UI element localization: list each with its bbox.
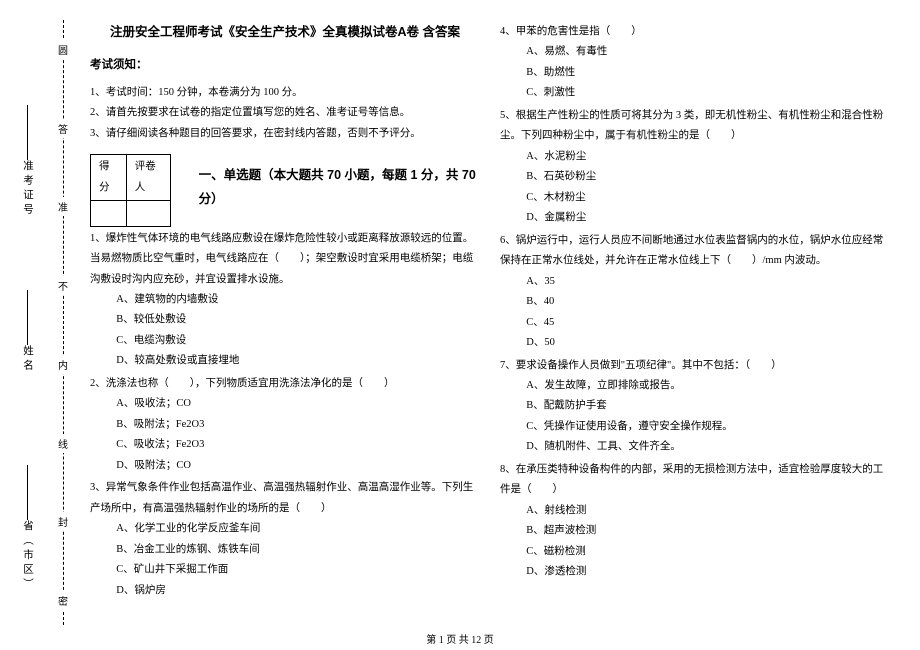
question-options: A、35 B、40 C、45 D、50 bbox=[500, 272, 890, 354]
question-6: 6、锅炉运行中，运行人员应不间断地通过水位表监督锅内的水位，锅炉水位应经常保持在… bbox=[500, 231, 890, 354]
marker-label: 评卷人 bbox=[126, 155, 170, 201]
column-left: 注册安全工程师考试《安全生产技术》全真模拟试卷A卷 含答案 考试须知： 1、考试… bbox=[90, 20, 480, 625]
underline bbox=[27, 465, 28, 520]
seal-char: 圆 bbox=[55, 40, 71, 59]
option: B、石英砂粉尘 bbox=[526, 167, 890, 187]
question-options: A、建筑物的内墙敷设 B、较低处敷设 C、电缆沟敷设 D、较高处敷设或直接埋地 bbox=[90, 290, 480, 372]
option: B、40 bbox=[526, 292, 890, 312]
option: C、矿山井下采掘工作面 bbox=[116, 560, 480, 580]
option: C、磁粉检测 bbox=[526, 542, 890, 562]
option: C、电缆沟敷设 bbox=[116, 331, 480, 351]
option: A、水泥粉尘 bbox=[526, 147, 890, 167]
notice-item: 2、请首先按要求在试卷的指定位置填写您的姓名、准考证号等信息。 bbox=[90, 103, 480, 123]
field-exam-id: 准考证号 bbox=[20, 105, 35, 218]
question-stem: 3、异常气象条件作业包括高温作业、高温强热辐射作业、高温高湿作业等。下列生产场所… bbox=[90, 478, 480, 519]
seal-char: 答 bbox=[55, 119, 71, 138]
option: D、随机附件、工具、文件齐全。 bbox=[526, 437, 890, 457]
section-title: 一、单选题（本大题共 70 小题，每题 1 分，共 70 分） bbox=[199, 163, 480, 212]
option: A、易燃、有毒性 bbox=[526, 42, 890, 62]
field-label: 省（市区） bbox=[20, 520, 35, 593]
option: A、吸收法；CO bbox=[116, 394, 480, 414]
seal-char: 内 bbox=[55, 355, 71, 374]
field-name: 姓名 bbox=[20, 290, 35, 374]
column-right: 4、甲苯的危害性是指（ ） A、易燃、有毒性 B、助燃性 C、刺激性 5、根据生… bbox=[500, 20, 890, 625]
notice-item: 1、考试时间：150 分钟，本卷满分为 100 分。 bbox=[90, 83, 480, 103]
question-3: 3、异常气象条件作业包括高温作业、高温强热辐射作业、高温高湿作业等。下列生产场所… bbox=[90, 478, 480, 601]
option: B、冶金工业的炼钢、炼铁车间 bbox=[116, 540, 480, 560]
option: A、35 bbox=[526, 272, 890, 292]
question-stem: 5、根据生产性粉尘的性质可将其分为 3 类，即无机性粉尘、有机性粉尘和混合性粉尘… bbox=[500, 106, 890, 147]
option: C、45 bbox=[526, 313, 890, 333]
question-stem: 2、洗涤法也称（ ），下列物质适宜用洗涤法净化的是（ ） bbox=[90, 374, 480, 394]
underline bbox=[27, 290, 28, 345]
marker-blank bbox=[126, 201, 170, 226]
notice-item: 3、请仔细阅读各种题目的回答要求，在密封线内答题，否则不予评分。 bbox=[90, 124, 480, 144]
question-options: A、吸收法；CO B、吸附法；Fe2O3 C、吸收法；Fe2O3 D、吸附法；C… bbox=[90, 394, 480, 476]
score-box: 得分 评卷人 bbox=[90, 154, 171, 226]
option: A、射线检测 bbox=[526, 501, 890, 521]
question-stem: 7、要求设备操作人员做到"五项纪律"。其中不包括：（ ） bbox=[500, 356, 890, 376]
option: D、金属粉尘 bbox=[526, 208, 890, 228]
binding-margin: 圆 答 准 不 内 线 封 密 准考证号 姓名 省（市区） bbox=[0, 20, 90, 625]
underline bbox=[27, 105, 28, 160]
question-options: A、水泥粉尘 B、石英砂粉尘 C、木材粉尘 D、金属粉尘 bbox=[500, 147, 890, 229]
field-label: 姓名 bbox=[20, 345, 35, 374]
score-blank bbox=[91, 201, 127, 226]
notice-heading: 考试须知： bbox=[90, 54, 480, 76]
paper-title: 注册安全工程师考试《安全生产技术》全真模拟试卷A卷 含答案 bbox=[90, 20, 480, 44]
option: B、超声波检测 bbox=[526, 521, 890, 541]
option: A、化学工业的化学反应釜车间 bbox=[116, 519, 480, 539]
seal-char: 线 bbox=[55, 434, 71, 453]
option: C、木材粉尘 bbox=[526, 188, 890, 208]
score-label: 得分 bbox=[91, 155, 127, 201]
question-4: 4、甲苯的危害性是指（ ） A、易燃、有毒性 B、助燃性 C、刺激性 bbox=[500, 22, 890, 104]
question-7: 7、要求设备操作人员做到"五项纪律"。其中不包括：（ ） A、发生故障，立即排除… bbox=[500, 356, 890, 458]
exam-page: 圆 答 准 不 内 线 封 密 准考证号 姓名 省（市区） 注册安全工程师考试《… bbox=[0, 0, 920, 650]
option: B、较低处敷设 bbox=[116, 310, 480, 330]
seal-char: 密 bbox=[55, 591, 71, 610]
option: D、较高处敷设或直接埋地 bbox=[116, 351, 480, 371]
seal-char: 封 bbox=[55, 512, 71, 531]
question-options: A、易燃、有毒性 B、助燃性 C、刺激性 bbox=[500, 42, 890, 103]
option: B、吸附法；Fe2O3 bbox=[116, 415, 480, 435]
question-2: 2、洗涤法也称（ ），下列物质适宜用洗涤法净化的是（ ） A、吸收法；CO B、… bbox=[90, 374, 480, 476]
question-8: 8、在承压类特种设备构件的内部，采用的无损检测方法中，适宜检验厚度较大的工件是（… bbox=[500, 460, 890, 583]
option: A、发生故障，立即排除或报告。 bbox=[526, 376, 890, 396]
option: C、刺激性 bbox=[526, 83, 890, 103]
question-stem: 1、爆炸性气体环境的电气线路应敷设在爆炸危险性较小或距离释放源较远的位置。当易燃… bbox=[90, 229, 480, 290]
option: C、凭操作证使用设备，遵守安全操作规程。 bbox=[526, 417, 890, 437]
question-options: A、化学工业的化学反应釜车间 B、冶金工业的炼钢、炼铁车间 C、矿山井下采掘工作… bbox=[90, 519, 480, 601]
option: B、配戴防护手套 bbox=[526, 396, 890, 416]
option: C、吸收法；Fe2O3 bbox=[116, 435, 480, 455]
option: B、助燃性 bbox=[526, 63, 890, 83]
question-options: A、射线检测 B、超声波检测 C、磁粉检测 D、渗透检测 bbox=[500, 501, 890, 583]
question-stem: 4、甲苯的危害性是指（ ） bbox=[500, 22, 890, 42]
option: D、渗透检测 bbox=[526, 562, 890, 582]
seal-char: 准 bbox=[55, 197, 71, 216]
option: D、锅炉房 bbox=[116, 581, 480, 601]
question-stem: 6、锅炉运行中，运行人员应不间断地通过水位表监督锅内的水位，锅炉水位应经常保持在… bbox=[500, 231, 890, 272]
page-footer: 第 1 页 共 12 页 bbox=[0, 631, 920, 646]
field-province: 省（市区） bbox=[20, 465, 35, 593]
question-5: 5、根据生产性粉尘的性质可将其分为 3 类，即无机性粉尘、有机性粉尘和混合性粉尘… bbox=[500, 106, 890, 229]
option: D、吸附法；CO bbox=[116, 456, 480, 476]
seal-char: 不 bbox=[55, 276, 71, 295]
score-and-section: 得分 评卷人 一、单选题（本大题共 70 小题，每题 1 分，共 70 分） bbox=[90, 148, 480, 226]
question-1: 1、爆炸性气体环境的电气线路应敷设在爆炸危险性较小或距离释放源较远的位置。当易燃… bbox=[90, 229, 480, 372]
content-columns: 注册安全工程师考试《安全生产技术》全真模拟试卷A卷 含答案 考试须知： 1、考试… bbox=[90, 20, 920, 625]
field-label: 准考证号 bbox=[20, 160, 35, 218]
question-stem: 8、在承压类特种设备构件的内部，采用的无损检测方法中，适宜检验厚度较大的工件是（… bbox=[500, 460, 890, 501]
option: A、建筑物的内墙敷设 bbox=[116, 290, 480, 310]
binding-seal-labels: 圆 答 准 不 内 线 封 密 bbox=[55, 20, 71, 625]
question-options: A、发生故障，立即排除或报告。 B、配戴防护手套 C、凭操作证使用设备，遵守安全… bbox=[500, 376, 890, 458]
option: D、50 bbox=[526, 333, 890, 353]
